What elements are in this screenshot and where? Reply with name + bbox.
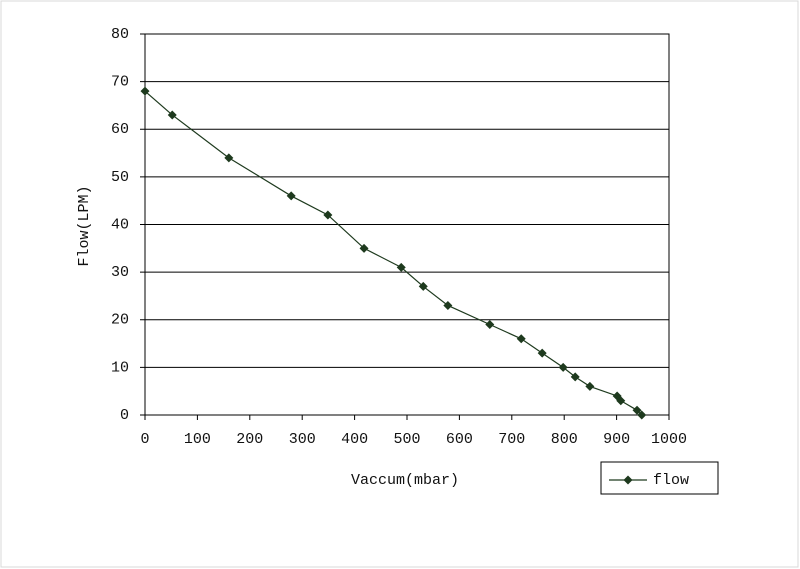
- x-tick-label: 700: [498, 431, 525, 448]
- y-tick-label: 10: [111, 359, 129, 376]
- marker: [516, 334, 526, 344]
- marker: [359, 243, 369, 253]
- marker: [632, 405, 642, 415]
- y-tick-label: 20: [111, 312, 129, 329]
- marker: [167, 110, 177, 120]
- y-tick-label: 50: [111, 169, 129, 186]
- marker: [616, 396, 626, 406]
- y-tick-label: 60: [111, 121, 129, 138]
- x-tick-label: 0: [140, 431, 149, 448]
- marker: [558, 362, 568, 372]
- marker: [286, 191, 296, 201]
- legend-label: flow: [653, 472, 689, 489]
- y-tick-label: 80: [111, 26, 129, 43]
- x-tick-label: 300: [289, 431, 316, 448]
- x-tick-label: 900: [603, 431, 630, 448]
- y-axis-label: Flow(LPM): [76, 185, 93, 266]
- legend-box: [600, 461, 719, 495]
- marker: [585, 381, 595, 391]
- x-tick-label: 800: [551, 431, 578, 448]
- x-tick-label: 500: [393, 431, 420, 448]
- marker: [443, 300, 453, 310]
- y-tick-label: 70: [111, 74, 129, 91]
- legend-marker: [623, 475, 633, 485]
- marker: [570, 372, 580, 382]
- x-tick-label: 600: [446, 431, 473, 448]
- y-tick-label: 40: [111, 216, 129, 233]
- marker: [537, 348, 547, 358]
- y-tick-label: 0: [120, 407, 129, 424]
- marker: [485, 320, 495, 330]
- x-tick-label: 400: [341, 431, 368, 448]
- marker: [396, 262, 406, 272]
- marker: [323, 210, 333, 220]
- x-axis-label: Vaccum(mbar): [351, 472, 459, 489]
- marker: [637, 410, 647, 420]
- x-tick-label: 200: [236, 431, 263, 448]
- marker: [418, 281, 428, 291]
- x-tick-label: 100: [184, 431, 211, 448]
- marker: [140, 86, 150, 96]
- marker: [224, 153, 234, 163]
- x-tick-label: 1000: [651, 431, 687, 448]
- y-tick-label: 30: [111, 264, 129, 281]
